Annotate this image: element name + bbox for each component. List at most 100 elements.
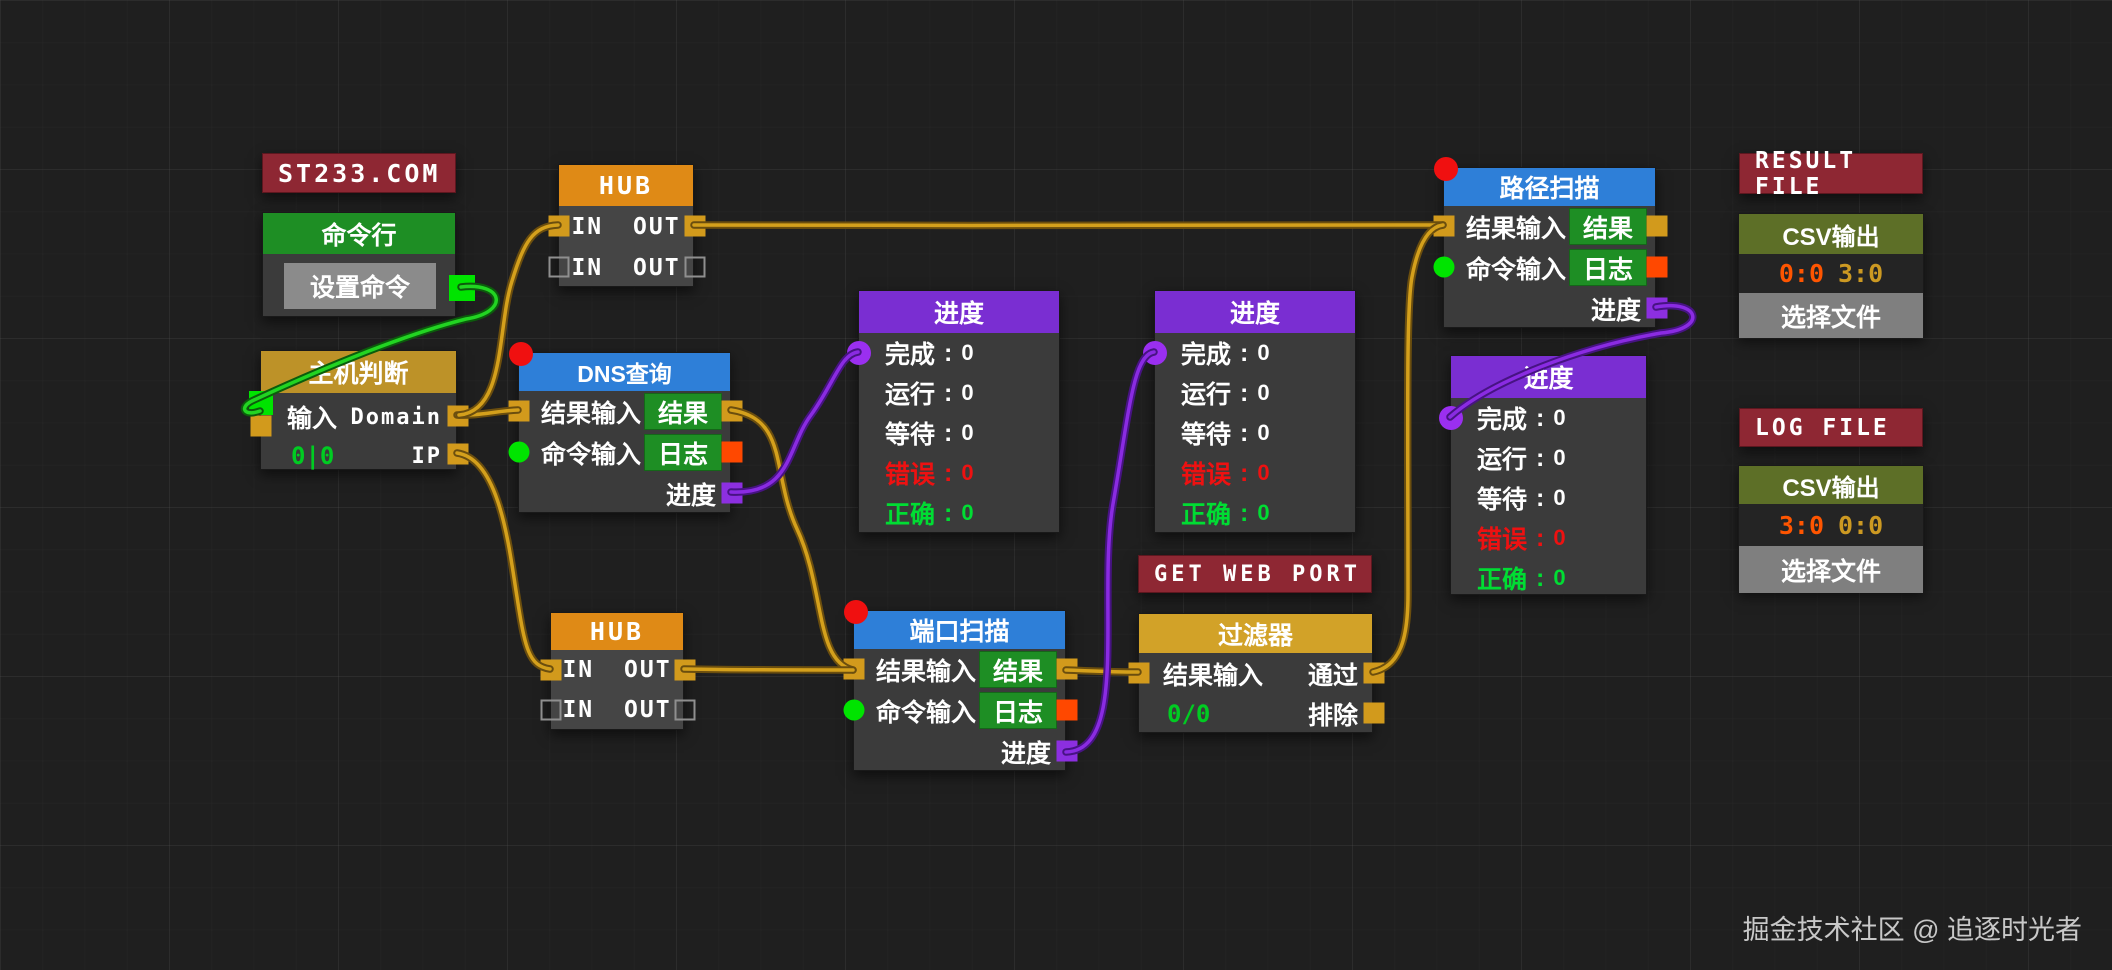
csv-result-title: CSV输出	[1739, 214, 1923, 254]
node-progress-2[interactable]: 进度 完成:0 运行:0 等待:0 错误:0 正确:0	[1143, 290, 1356, 533]
csv-log-choose-file-button[interactable]: 选择文件	[1739, 546, 1923, 593]
progress-2-input-port[interactable]	[1143, 341, 1167, 365]
hub-bottom-in2-port[interactable]	[540, 699, 562, 721]
hub-top-out2-port[interactable]	[684, 256, 706, 278]
port-scan-command-input-label: 命令输入	[876, 698, 977, 727]
dns-log-button[interactable]: 日志	[644, 434, 722, 471]
path-scan-result-input-port[interactable]	[1433, 215, 1455, 237]
hub-top-in2-port[interactable]	[548, 256, 570, 278]
node-progress-3[interactable]: 进度 完成:0 运行:0 等待:0 错误:0 正确:0	[1439, 355, 1647, 595]
filter-exclude-output-port[interactable]	[1363, 702, 1385, 724]
node-st233-banner[interactable]: ST233.COM	[262, 153, 456, 193]
node-csv-output-log[interactable]: CSV输出 3:0 0:0 选择文件	[1738, 465, 1924, 593]
port-scan-result-input-port[interactable]	[843, 658, 865, 680]
node-path-scan[interactable]: 路径扫描 结果输入 结果 命令输入 日志 进度	[1433, 157, 1668, 328]
node-result-file-banner[interactable]: RESULT FILE	[1739, 148, 1923, 200]
hub-top-in-port[interactable]	[548, 215, 570, 237]
csv-log-value-right: 0:0	[1838, 510, 1884, 540]
csv-result-choose-file-button[interactable]: 选择文件	[1739, 293, 1923, 338]
path-scan-result-output-port[interactable]	[1646, 215, 1668, 237]
dns-query-title: DNS查询	[519, 353, 730, 391]
node-hub-top[interactable]: HUB IN OUT IN OUT	[548, 164, 706, 287]
node-dns-query[interactable]: DNS查询 结果输入 结果 命令输入 日志 进度	[508, 342, 743, 513]
node-filter[interactable]: 过滤器 结果输入 通过 0/0 排除	[1128, 613, 1385, 733]
progress-1-title: 进度	[859, 291, 1059, 333]
port-scan-command-input-port[interactable]	[843, 699, 865, 721]
filter-title: 过滤器	[1139, 614, 1372, 653]
node-get-web-port-banner[interactable]: GET WEB PORT	[1138, 555, 1372, 593]
host-input-label: 输入	[287, 405, 338, 433]
port-scan-result-output-port[interactable]	[1056, 658, 1078, 680]
host-command-input-port[interactable]	[249, 391, 273, 415]
host-ip-output-port[interactable]	[447, 443, 469, 465]
host-domain-output-port[interactable]	[447, 405, 469, 427]
dns-progress-output-label: 进度	[665, 481, 716, 510]
node-host-check[interactable]: 主机判断 输入 Domain 0|0 IP	[249, 350, 469, 470]
port-scan-title: 端口扫描	[854, 611, 1065, 649]
filter-exclude-output-label: 排除	[1307, 702, 1358, 730]
port-scan-result-input-label: 结果输入	[876, 657, 977, 686]
wire-hub-bottom-out-to-port-scan-input	[680, 665, 857, 674]
port-scan-log-output-port[interactable]	[1056, 699, 1078, 721]
dns-log-output-port[interactable]	[721, 441, 743, 463]
dns-progress-output-port[interactable]	[721, 482, 743, 504]
command-output-port[interactable]	[449, 275, 475, 301]
dns-status-dot	[509, 342, 533, 366]
path-scan-result-button[interactable]: 结果	[1569, 208, 1647, 245]
host-data-input-port[interactable]	[250, 415, 272, 437]
watermark: 掘金技术社区 @ 追逐时光者	[1742, 915, 2082, 945]
dns-result-button[interactable]: 结果	[644, 393, 722, 430]
node-hub-bottom[interactable]: HUB IN OUT IN OUT	[540, 612, 696, 730]
filter-pass-output-label: 通过	[1307, 661, 1358, 690]
progress-3-input-port[interactable]	[1439, 406, 1463, 430]
command-line-title: 命令行	[263, 213, 455, 254]
hub-top-title: HUB	[559, 165, 693, 206]
node-port-scan[interactable]: 端口扫描 结果输入 结果 命令输入 日志 进度	[843, 600, 1078, 771]
host-counter: 0|0	[291, 442, 335, 470]
node-log-file-banner[interactable]: LOG FILE	[1739, 408, 1923, 447]
filter-pass-output-port[interactable]	[1363, 662, 1385, 684]
path-scan-status-dot	[1434, 157, 1458, 181]
wire-filter-pass-to-path-scan-input	[1369, 221, 1447, 676]
path-scan-command-input-port[interactable]	[1433, 256, 1455, 278]
hub-bottom-out-port[interactable]	[674, 659, 696, 681]
set-command-button[interactable]: 设置命令	[284, 263, 436, 309]
node-command-line[interactable]: 命令行 设置命令	[262, 212, 475, 317]
host-ip-output-label: IP	[411, 443, 442, 469]
wire-dns-progress-to-progress1	[727, 348, 862, 496]
port-scan-progress-output-label: 进度	[1000, 739, 1051, 768]
csv-result-value-left: 0:0	[1778, 259, 1824, 288]
path-scan-log-button[interactable]: 日志	[1569, 249, 1647, 286]
node-csv-output-result[interactable]: CSV输出 0:0 3:0 选择文件	[1738, 213, 1924, 338]
path-scan-progress-output-port[interactable]	[1646, 297, 1668, 319]
port-scan-result-button[interactable]: 结果	[979, 651, 1057, 688]
st233-title: ST233.COM	[278, 158, 441, 188]
hub-bottom-in-port[interactable]	[540, 659, 562, 681]
log-file-title: LOG FILE	[1755, 414, 1890, 441]
filter-counter: 0/0	[1167, 700, 1211, 728]
port-scan-log-button[interactable]: 日志	[979, 692, 1057, 729]
dns-command-input-port[interactable]	[508, 441, 530, 463]
dns-result-input-label: 结果输入	[541, 399, 642, 428]
host-check-title: 主机判断	[261, 351, 456, 393]
hub-top-row1-label: IN OUT	[571, 213, 681, 240]
progress-3-title: 进度	[1451, 356, 1646, 398]
csv-result-value-right: 3:0	[1838, 259, 1884, 288]
port-scan-status-dot	[844, 600, 868, 624]
path-scan-command-input-label: 命令输入	[1466, 255, 1567, 284]
hub-bottom-out2-port[interactable]	[674, 699, 696, 721]
dns-result-output-port[interactable]	[721, 400, 743, 422]
hub-bottom-row1-label: IN OUT	[562, 657, 672, 683]
dns-command-input-label: 命令输入	[541, 440, 642, 469]
progress-1-input-port[interactable]	[847, 341, 871, 365]
hub-bottom-row2-label: IN OUT	[562, 697, 672, 723]
node-progress-1[interactable]: 进度 完成:0 运行:0 等待:0 错误:0 正确:0	[847, 290, 1060, 533]
port-scan-progress-output-port[interactable]	[1056, 740, 1078, 762]
filter-result-input-port[interactable]	[1128, 662, 1150, 684]
result-file-title: RESULT FILE	[1755, 147, 1857, 200]
get-web-port-title: GET WEB PORT	[1154, 561, 1361, 587]
hub-top-out-port[interactable]	[684, 215, 706, 237]
dns-result-input-port[interactable]	[508, 400, 530, 422]
path-scan-log-output-port[interactable]	[1646, 256, 1668, 278]
